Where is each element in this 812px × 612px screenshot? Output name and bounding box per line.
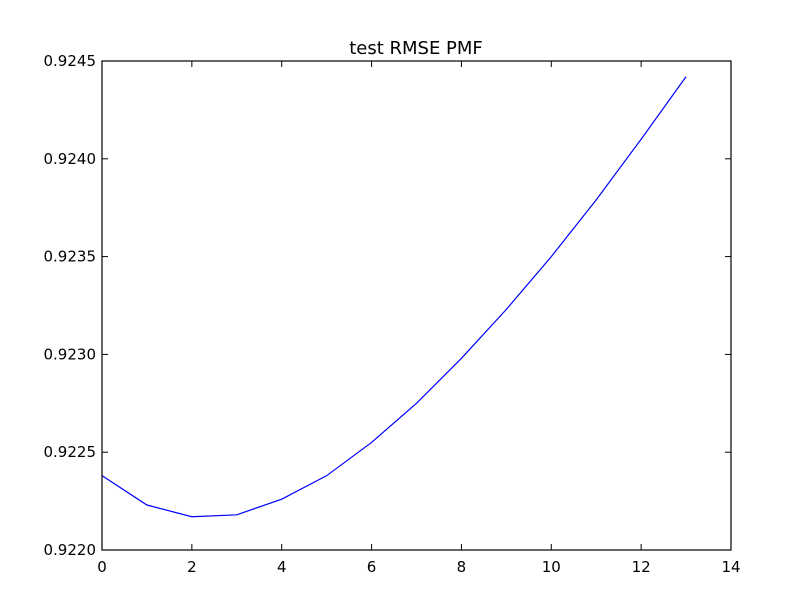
x-tick-label: 14 <box>721 558 740 576</box>
series-line-0 <box>101 76 687 518</box>
x-tick-label: 4 <box>277 558 287 576</box>
x-tick-label: 8 <box>457 558 467 576</box>
x-tick-label: 0 <box>97 558 107 576</box>
y-tick-label: 0.9225 <box>44 443 97 461</box>
y-axis: 0.9220 0.9225 0.9230 0.9235 0.9240 0.9245 <box>44 52 731 559</box>
x-tick-label: 2 <box>187 558 197 576</box>
x-tick-label: 10 <box>542 558 561 576</box>
x-axis: 0 2 4 6 8 10 12 14 <box>97 61 741 576</box>
y-tick-label: 0.9230 <box>44 345 97 363</box>
x-tick-label: 12 <box>632 558 651 576</box>
series-layer <box>101 76 687 518</box>
y-tick-label: 0.9240 <box>44 150 97 168</box>
plot-frame <box>101 60 732 551</box>
y-tick-label: 0.9235 <box>44 248 97 266</box>
y-tick-label: 0.9245 <box>44 52 97 70</box>
y-tick-label: 0.9220 <box>44 541 97 559</box>
x-tick-label: 6 <box>367 558 377 576</box>
chart-title: test RMSE PMF <box>349 38 483 59</box>
